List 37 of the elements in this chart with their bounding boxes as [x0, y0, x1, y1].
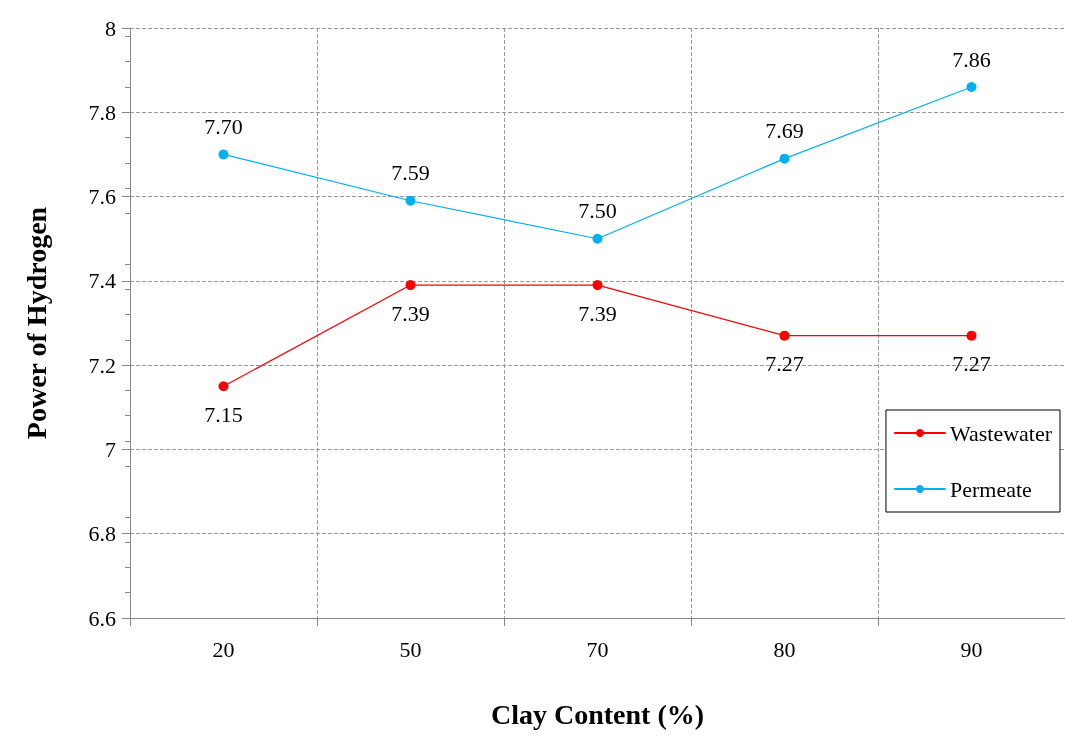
- data-label: 7.86: [952, 46, 991, 72]
- y-tick-label: 6.6: [88, 605, 116, 631]
- y-axis-title: Power of Hydrogen: [20, 206, 52, 440]
- point: [405, 195, 416, 206]
- y-tick-label: 7.4: [88, 268, 116, 294]
- x-tick-label: 70: [586, 636, 609, 662]
- x-tick-label: 50: [399, 636, 422, 662]
- y-tick-label: 7: [105, 436, 116, 462]
- point: [966, 330, 977, 341]
- y-tick-label: 7.2: [88, 352, 116, 378]
- data-label: 7.27: [765, 351, 804, 377]
- point: [218, 149, 229, 160]
- y-tick-label: 7.6: [88, 184, 116, 210]
- data-label: 7.15: [204, 401, 243, 427]
- y-tick-label: 6.8: [88, 521, 116, 547]
- data-label: 7.39: [391, 300, 430, 326]
- data-label: 7.27: [952, 351, 991, 377]
- point: [592, 233, 603, 244]
- data-label: 7.39: [578, 300, 617, 326]
- point: [218, 381, 229, 392]
- x-tick-label: 80: [773, 636, 796, 662]
- y-tick-label: 8: [105, 15, 116, 41]
- data-label: 7.50: [578, 198, 617, 224]
- x-tick-label: 20: [212, 636, 235, 662]
- data-label: 7.70: [204, 113, 243, 139]
- y-tick-label: 7.8: [88, 99, 116, 125]
- data-label: 7.69: [765, 118, 804, 144]
- point: [966, 82, 977, 92]
- legend-label: Wastewater: [949, 420, 1053, 446]
- legend-label: Permeate: [949, 476, 1032, 502]
- x-axis-title: Clay Content (%): [490, 698, 705, 730]
- point: [405, 280, 416, 291]
- data-label: 7.59: [391, 160, 430, 186]
- point: [779, 153, 790, 164]
- point: [592, 280, 603, 291]
- point: [779, 330, 790, 341]
- x-tick-label: 90: [960, 636, 983, 662]
